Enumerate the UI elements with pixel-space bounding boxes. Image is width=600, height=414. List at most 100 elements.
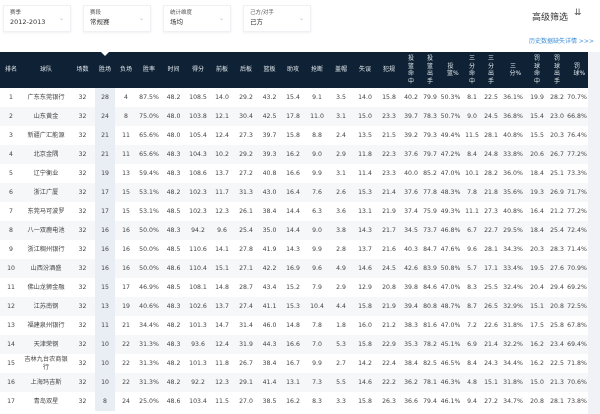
team-name-cell[interactable]: 佛山龙狮金融 [27,283,65,291]
table-cell: 9.0 [462,107,482,126]
team-name-cell[interactable]: 浙江广厦 [22,183,70,202]
scrollbar-track[interactable] [588,52,600,414]
column-header[interactable]: 后板 [234,52,258,88]
table-row[interactable]: 16 上海玛吉斯 32 10 22 31.3% 48.2 92.2 12.3 29.1 41.4 13… [0,373,588,392]
table-cell: 9.9 [312,170,322,177]
table-cell: 77.2% [567,208,587,215]
table-cell: 20.4 [530,284,544,291]
table-cell: 32 [78,360,87,367]
table-row[interactable]: 14 天津荣钢 32 10 22 31.3% 48.3 93.6 12.4 31.9 44.3 16.… [0,335,588,354]
table-row[interactable]: 11 佛山龙狮金融 32 15 17 46.9% 48.5 108.1 14.8 28.7 43.4… [0,278,588,297]
column-header[interactable]: 篮板 [258,52,281,88]
column-header[interactable]: 场数 [70,52,95,88]
column-header[interactable]: 罚球命中 [526,52,548,88]
table-cell: 22.6 [484,322,498,329]
table-cell: 17.5 [530,322,544,329]
table-cell: 79.9 [423,94,437,101]
table-cell: 12 [0,297,22,316]
team-name-cell[interactable]: 天津荣钢 [22,335,70,354]
season-select[interactable]: 赛季 2012-2013 ⌄ [3,5,71,32]
team-name-cell[interactable]: 北京金隅 [22,145,70,164]
column-header[interactable]: 三分命中 [462,52,482,88]
team-name-cell[interactable]: 上海玛吉斯 [22,373,70,392]
double-chevron-down-icon[interactable]: ⇊ [574,8,582,18]
team-name-cell[interactable]: 八一双鹿电池 [22,221,70,240]
table-cell: 4.4 [329,297,353,316]
table-cell: 87.5% [139,94,159,101]
column-header[interactable]: 前板 [210,52,234,88]
column-header[interactable]: 胜率 [137,52,161,88]
table-cell: 14.4 [281,221,305,240]
column-header[interactable]: 罚球% [566,52,588,88]
table-row[interactable]: 8 八一双鹿电池 32 16 16 50.0% 48.3 94.2 9.6 25.4 35.0 14.… [0,221,588,240]
table-row[interactable]: 15 吉林九台农商银行 32 10 22 31.3% 48.2 101.3 11.8 26.7 38… [0,354,588,373]
column-header[interactable]: 失误 [353,52,377,88]
table-cell: 24.3 [484,360,498,367]
table-row[interactable]: 6 浙江广厦 32 17 15 53.1% 48.2 102.3 11.7 31.3 43.0 16.… [0,183,588,202]
column-header[interactable]: 负场 [115,52,137,88]
table-row[interactable]: 13 福建泉州银行 32 11 21 34.4% 48.2 101.3 14.7 31.4 46.0… [0,316,588,335]
column-header[interactable]: 犯规 [377,52,401,88]
table-row[interactable]: 3 新疆广汇能源 32 21 11 65.6% 48.0 105.4 12.4 27.3 39.7 1… [0,126,588,145]
team-name-cell[interactable]: 新疆广汇能源 [27,131,65,139]
table-row[interactable]: 10 山西汾酒盛 32 16 16 50.0% 48.6 110.4 15.1 27.1 42.2 1… [0,259,588,278]
table-cell: 15 [115,183,137,202]
table-cell: 26.7 [239,360,253,367]
table-cell: 13 [122,170,130,177]
column-header[interactable]: 排名 [0,52,22,88]
side-select[interactable]: 己方/对手 己方 ⌄ [243,5,311,32]
table-row[interactable]: 4 北京金隅 32 21 11 65.6% 48.3 104.3 10.2 29.2 39.3 16.… [0,145,588,164]
team-name-cell[interactable]: 广东东莞银行 [27,93,65,101]
column-header[interactable]: 胜场 [95,52,115,88]
table-cell: 47.6% [440,246,461,253]
column-header[interactable]: 投篮命中 [401,52,421,88]
team-name-cell[interactable]: 辽宁衡业 [33,169,59,177]
table-cell: 65.6% [139,132,159,139]
team-name-cell[interactable]: 山西汾酒盛 [22,259,70,278]
column-header[interactable]: 时间 [161,52,186,88]
table-row[interactable]: 9 浙江稠州银行 32 16 16 50.0% 48.5 110.6 14.1 27.8 41.9 1… [0,240,588,259]
table-cell: 15.8 [353,335,377,354]
table-cell: 3.3 [336,398,346,405]
table-cell: 16.6 [286,170,300,177]
team-name-cell[interactable]: 山东黄金 [22,107,70,126]
table-cell: 92.2 [186,373,210,392]
table-row[interactable]: 17 青岛双星 32 8 24 25.0% 48.6 103.4 11.5 27.0 38.5 16.… [0,392,588,411]
team-name-cell[interactable]: 浙江稠州银行 [27,245,65,253]
table-cell: 75.0% [137,107,161,126]
column-header[interactable]: 罚球出手 [548,52,566,88]
table-cell: 15.0 [353,107,377,126]
stat-dimension-select[interactable]: 统计维度 场均 ⌄ [163,5,231,32]
column-header[interactable]: 球队 [22,52,70,88]
stage-value: 常规赛 [90,18,110,26]
table-row[interactable]: 5 辽宁衡业 32 19 13 59.4% 48.3 108.6 13.7 27.2 40.8 16.… [0,164,588,183]
table-cell: 48.3 [161,221,186,240]
table-cell: 9.4 [467,398,477,405]
column-header[interactable]: 投篮% [439,52,462,88]
column-header[interactable]: 三分% [500,52,526,88]
column-header[interactable]: 助攻 [281,52,305,88]
table-row[interactable]: 12 江苏南钢 32 13 19 40.6% 48.3 102.6 13.7 27.4 41.1 15… [0,297,588,316]
column-header[interactable]: 三分出手 [482,52,500,88]
advanced-filter-button[interactable]: 高级筛选 [532,13,569,23]
column-header[interactable]: 投篮出手 [421,52,439,88]
table-cell: 79.7 [421,145,439,164]
table-row[interactable]: 2 山东黄金 32 24 8 75.0% 48.0 103.8 12.1 30.4 42.5 17.8… [0,107,588,126]
table-row[interactable]: 1 广东东莞银行 32 28 4 87.5% 48.2 108.5 14.0 29.2 43.2 15… [0,88,588,107]
team-name-cell[interactable]: 福建泉州银行 [27,321,65,329]
table-cell: 84.7 [423,246,437,253]
team-name-cell[interactable]: 江苏南钢 [22,297,70,316]
table-cell: 69.2% [567,284,587,291]
column-header[interactable]: 盖帽 [329,52,353,88]
stage-select[interactable]: 赛段 常规赛 ⌄ [83,5,151,32]
column-header[interactable]: 得分 [186,52,210,88]
table-cell: 43.2 [262,94,277,101]
team-name-cell[interactable]: 东莞马可波罗 [27,207,65,215]
table-row[interactable]: 7 东莞马可波罗 32 17 15 53.1% 48.5 102.3 12.3 26.1 38.4 1… [0,202,588,221]
team-name-cell[interactable]: 吉林九台农商银行 [24,356,68,371]
history-data-link[interactable]: 历史数据缺失详情 >>> [529,38,594,45]
column-header[interactable]: 抢断 [305,52,329,88]
table-cell: 26.1 [239,208,253,215]
team-name-cell[interactable]: 青岛双星 [33,397,59,405]
table-cell: 26.7 [548,145,566,164]
